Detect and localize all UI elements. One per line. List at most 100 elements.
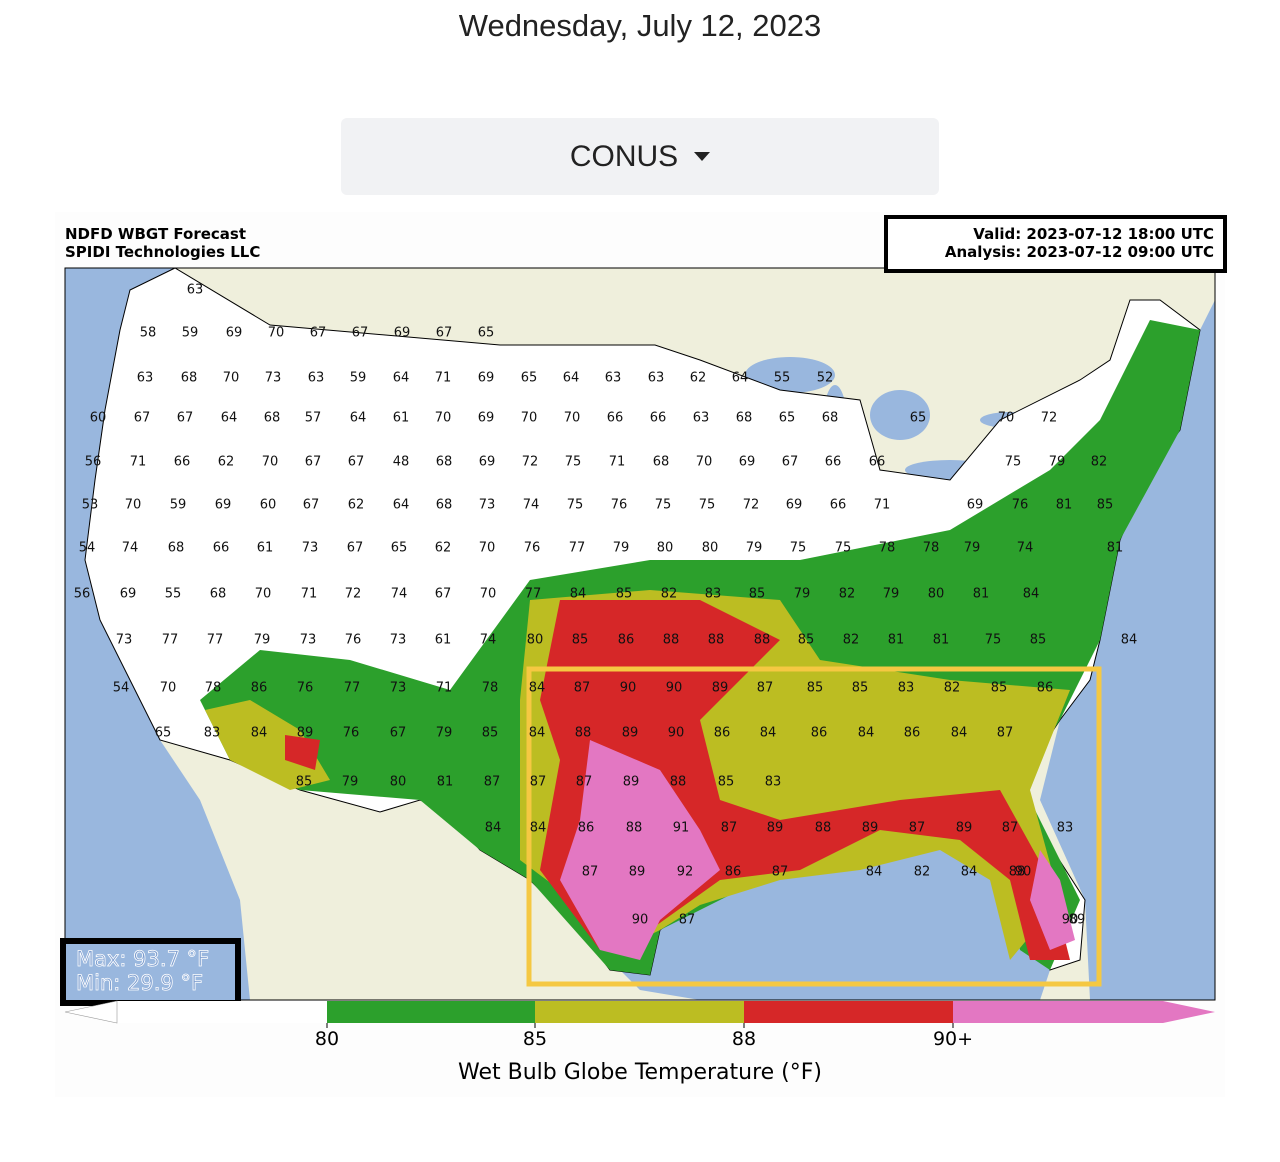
- station-value: 64: [221, 411, 238, 426]
- station-value: 78: [879, 541, 896, 556]
- station-value: 64: [563, 371, 580, 386]
- station-value: 70: [998, 411, 1015, 426]
- station-value: 68: [210, 587, 227, 602]
- station-value: 71: [130, 455, 147, 470]
- station-value: 86: [1037, 681, 1054, 696]
- station-value: 90: [668, 726, 685, 741]
- date-heading: Wednesday, July 12, 2023: [458, 8, 822, 43]
- station-value: 88: [1009, 865, 1026, 880]
- maxmin-box: [60, 938, 241, 1006]
- min-label: Min: 29.9 °F: [76, 971, 203, 995]
- station-value: 82: [914, 865, 931, 880]
- caret[interactable]: [694, 152, 711, 161]
- station-value: 65: [478, 326, 495, 341]
- station-value: 83: [705, 587, 722, 602]
- station-value: 77: [162, 633, 179, 648]
- station-value: 64: [350, 411, 367, 426]
- station-value: 79: [436, 726, 453, 741]
- map-title: NDFD WBGT Forecast: [65, 225, 246, 243]
- station-value: 88: [575, 726, 592, 741]
- station-value: 71: [436, 681, 453, 696]
- station-value: 67: [310, 326, 327, 341]
- station-value: 79: [342, 775, 359, 790]
- station-value: 81: [1107, 541, 1124, 556]
- station-value: 67: [782, 455, 799, 470]
- station-value: 84: [951, 726, 968, 741]
- station-value: 88: [708, 633, 725, 648]
- station-value: 70: [435, 411, 452, 426]
- station-value: 83: [1057, 821, 1074, 836]
- station-value: 69: [394, 326, 411, 341]
- station-value: 73: [265, 371, 282, 386]
- station-value: 75: [567, 498, 584, 513]
- station-labels: 63 58 59 69 70 67 67 69 67 65 63 68 70 73 63 59 64 71 69 65…: [74, 283, 1138, 928]
- station-value: 80: [928, 587, 945, 602]
- dropdown-label[interactable]: CONUS: [569, 139, 679, 173]
- station-value: 58: [140, 326, 157, 341]
- station-value: 80: [527, 633, 544, 648]
- station-value: 82: [944, 681, 961, 696]
- station-value: 91: [673, 821, 690, 836]
- station-value: 69: [478, 411, 495, 426]
- station-value: 89: [712, 681, 729, 696]
- station-value: 71: [301, 587, 318, 602]
- station-value: 85: [798, 633, 815, 648]
- station-value: 87: [721, 821, 738, 836]
- station-value: 61: [435, 633, 452, 648]
- station-value: 65: [155, 726, 172, 741]
- station-value: 85: [296, 775, 313, 790]
- station-value: 72: [1041, 411, 1058, 426]
- station-value: 85: [572, 633, 589, 648]
- station-value: 65: [779, 411, 796, 426]
- station-value: 63: [187, 283, 204, 298]
- station-value: 69: [967, 498, 984, 513]
- station-value: 63: [137, 371, 154, 386]
- station-value: 81: [437, 775, 454, 790]
- station-value: 88: [663, 633, 680, 648]
- station-value: 68: [264, 411, 281, 426]
- station-value: 73: [300, 633, 317, 648]
- region-dropdown[interactable]: CONUS: [341, 118, 939, 195]
- station-value: 69: [120, 587, 137, 602]
- station-value: 71: [874, 498, 891, 513]
- station-value: 90: [666, 681, 683, 696]
- station-value: 75: [985, 633, 1002, 648]
- zone-88: [285, 735, 320, 770]
- station-value: 84: [251, 726, 268, 741]
- station-value: 78: [923, 541, 940, 556]
- colorbar-segment: [744, 1001, 953, 1023]
- map-subtitle: SPIDI Technologies LLC: [65, 243, 260, 261]
- station-value: 86: [578, 821, 595, 836]
- station-value: 79: [613, 541, 630, 556]
- station-value: 67: [134, 411, 151, 426]
- station-value: 73: [390, 681, 407, 696]
- station-value: 70: [255, 587, 272, 602]
- station-value: 85: [749, 587, 766, 602]
- station-value: 82: [1091, 455, 1108, 470]
- station-value: 66: [869, 455, 886, 470]
- station-value: 66: [650, 411, 667, 426]
- station-value: 66: [830, 498, 847, 513]
- station-value: 83: [898, 681, 915, 696]
- station-value: 70: [479, 541, 496, 556]
- station-value: 68: [181, 371, 198, 386]
- station-value: 87: [582, 865, 599, 880]
- station-value: 67: [390, 726, 407, 741]
- station-value: 85: [482, 726, 499, 741]
- station-value: 70: [160, 681, 177, 696]
- station-value: 78: [205, 681, 222, 696]
- station-value: 83: [204, 726, 221, 741]
- analysis-time: Analysis: 2023-07-12 09:00 UTC: [945, 243, 1214, 261]
- station-value: 61: [257, 541, 274, 556]
- station-value: 63: [693, 411, 710, 426]
- station-value: 67: [303, 498, 320, 513]
- station-value: 89: [767, 821, 784, 836]
- station-value: 81: [1056, 498, 1073, 513]
- station-value: 74: [1017, 541, 1034, 556]
- station-value: 76: [297, 681, 314, 696]
- station-value: 87: [909, 821, 926, 836]
- highlight-box: [526, 666, 1102, 987]
- station-value: 89: [623, 775, 640, 790]
- station-value: 80: [390, 775, 407, 790]
